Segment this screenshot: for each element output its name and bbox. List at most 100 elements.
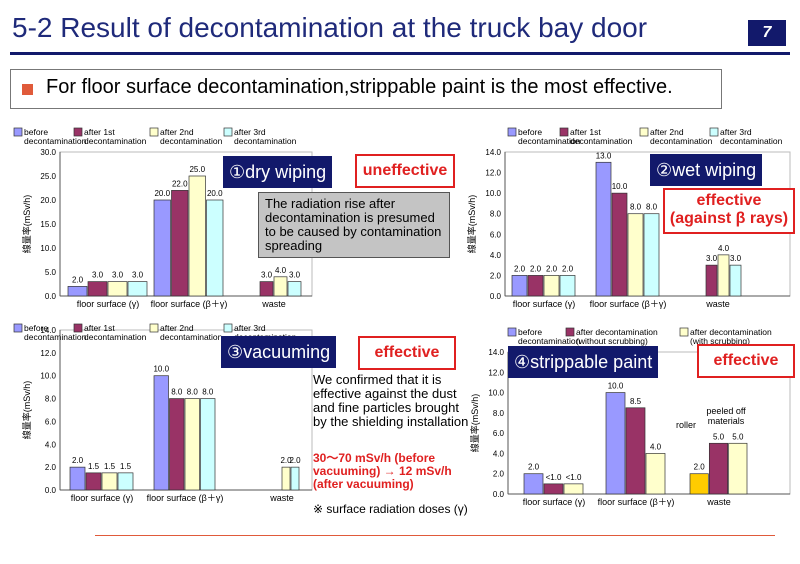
chart3-data-label: 2.0 [280, 456, 292, 465]
chart2-y-tick-label: 6.0 [490, 230, 502, 239]
chart2-legend-label: decontamination [570, 136, 633, 146]
chart4-bar [523, 473, 544, 495]
chart4-legend-label: before [518, 327, 542, 337]
chart2-data-label: 3.0 [706, 254, 718, 263]
chart3-data-label: 1.5 [120, 462, 132, 471]
chart2-y-tick-label: 10.0 [485, 189, 501, 198]
chart2-data-label: 10.0 [612, 182, 628, 191]
chart1-bar [206, 199, 224, 297]
chart1-data-label: 4.0 [275, 266, 287, 275]
chart1-y-tick-label: 20.0 [40, 196, 56, 205]
chart4-y-tick-label: 12.0 [488, 368, 504, 377]
chart1-y-tick-label: 15.0 [40, 220, 56, 229]
panel3-verdict-badge: effective [358, 336, 456, 370]
chart2-legend-label: before [518, 127, 542, 137]
panel1-verdict-badge: uneffective [355, 154, 455, 188]
chart3-legend-label: decontamination [84, 332, 147, 342]
chart1-data-label: 3.0 [132, 271, 144, 280]
chart1-legend-label: decontamination [160, 136, 223, 146]
chart3-legend-label: decontamination [24, 332, 87, 342]
chart1-legend-label: decontamination [84, 136, 147, 146]
chart2-legend-swatch [559, 127, 569, 137]
chart4-legend-label: after decontamination [690, 327, 772, 337]
chart3-bar [153, 375, 169, 491]
chart1-y-axis-label: 線量率(mSv/h) [21, 195, 32, 254]
chart3-legend-label: decontamination [160, 332, 223, 342]
page-title: 5-2 Result of decontamination at the tru… [12, 12, 648, 43]
chart1-data-label: 20.0 [154, 189, 170, 198]
chart3-y-axis-label: 線量率(mSv/h) [21, 381, 32, 440]
chart3-data-label: 2.0 [289, 456, 301, 465]
chart2-bar [705, 264, 718, 297]
chart2-bar [559, 275, 576, 297]
chart4-y-tick-label: 0.0 [493, 490, 505, 499]
chart3-y-tick-label: 14.0 [40, 326, 56, 335]
chart3-category-label: floor surface (γ) [71, 493, 134, 503]
chart3-data-label: 2.0 [72, 456, 84, 465]
chart2-bar [543, 275, 560, 297]
page-number: 7 [748, 20, 786, 46]
chart3-bar [184, 398, 200, 491]
chart2-legend-label: after 1st [570, 127, 601, 137]
panel2-method-tag: ②wet wiping [650, 154, 763, 186]
chart3-legend-label: after 3rd [234, 323, 266, 333]
chart4-legend-swatch [565, 327, 575, 337]
panel2-verdict-line1: effective [696, 192, 762, 209]
chart3-legend-label: after 1st [84, 323, 115, 333]
chart4-data-label: 4.0 [650, 442, 662, 451]
chart3-bar [200, 398, 216, 491]
chart4-data-label: <1.0 [546, 473, 562, 482]
chart1-category-label: floor surface (γ) [77, 299, 140, 309]
chart3-y-tick-label: 6.0 [45, 417, 57, 426]
chart1-data-label: 3.0 [112, 271, 124, 280]
chart2-data-label: 2.0 [546, 264, 558, 273]
chart3-y-tick-label: 12.0 [40, 349, 56, 358]
chart1-legend-swatch [149, 127, 159, 137]
chart1-y-tick-label: 30.0 [40, 148, 56, 157]
chart2-legend-swatch [639, 127, 649, 137]
panel2-verdict-line2: (against β rays) [669, 210, 789, 227]
chart3-legend-swatch [149, 323, 159, 333]
chart3-bar [101, 472, 118, 491]
chart3-legend-label: after 2nd [160, 323, 194, 333]
chart3-bar [169, 398, 185, 491]
chart2-legend-label: decontamination [650, 136, 713, 146]
chart3-legend-label: before [24, 323, 48, 333]
chart4-category-label: waste [706, 497, 731, 507]
chart3-data-label: 1.5 [104, 462, 116, 471]
chart2-category-label: floor surface (β＋γ) [590, 299, 667, 309]
chart2-bar [643, 213, 660, 297]
chart4-legend-label: after decontamination [576, 327, 658, 337]
chart3-legend-swatch [13, 323, 23, 333]
chart2-bar [717, 254, 730, 297]
chart3-bar [290, 466, 300, 491]
headline-box [10, 69, 722, 109]
chart2-data-label: 13.0 [596, 151, 612, 160]
bottom-divider [95, 535, 775, 536]
chart1-bar [67, 286, 88, 297]
chart1-legend-label: after 3rd [234, 127, 266, 137]
chart2-y-tick-label: 12.0 [485, 169, 501, 178]
chart2-data-label: 3.0 [730, 254, 742, 263]
chart4-legend-swatch [507, 327, 517, 337]
chart2-y-tick-label: 14.0 [485, 148, 501, 157]
chart3-data-label: 8.0 [202, 388, 214, 397]
headline-text: For floor surface decontamination,stripp… [46, 76, 673, 98]
chart2-legend-label: after 3rd [720, 127, 752, 137]
panel4-method-tag: ④strippable paint [508, 346, 659, 378]
chart4-legend-label: (with scrubbing) [690, 336, 750, 346]
chart1-bar [287, 281, 302, 297]
chart3-category-label: floor surface (β＋γ) [147, 493, 224, 503]
chart2-legend-swatch [709, 127, 719, 137]
chart4-bar [708, 442, 729, 495]
chart3-bar [117, 472, 134, 491]
chart1-y-tick-label: 25.0 [40, 172, 56, 181]
chart3-data-label: 8.0 [171, 388, 183, 397]
chart4-bar [563, 483, 584, 495]
chart4-data-label: 5.0 [732, 432, 744, 441]
panel4-verdict-badge: effective [697, 344, 795, 378]
chart2-data-label: 8.0 [646, 203, 658, 212]
chart3-y-tick-label: 10.0 [40, 372, 56, 381]
chart1-bar [273, 276, 288, 297]
chart1-data-label: 25.0 [189, 165, 205, 174]
